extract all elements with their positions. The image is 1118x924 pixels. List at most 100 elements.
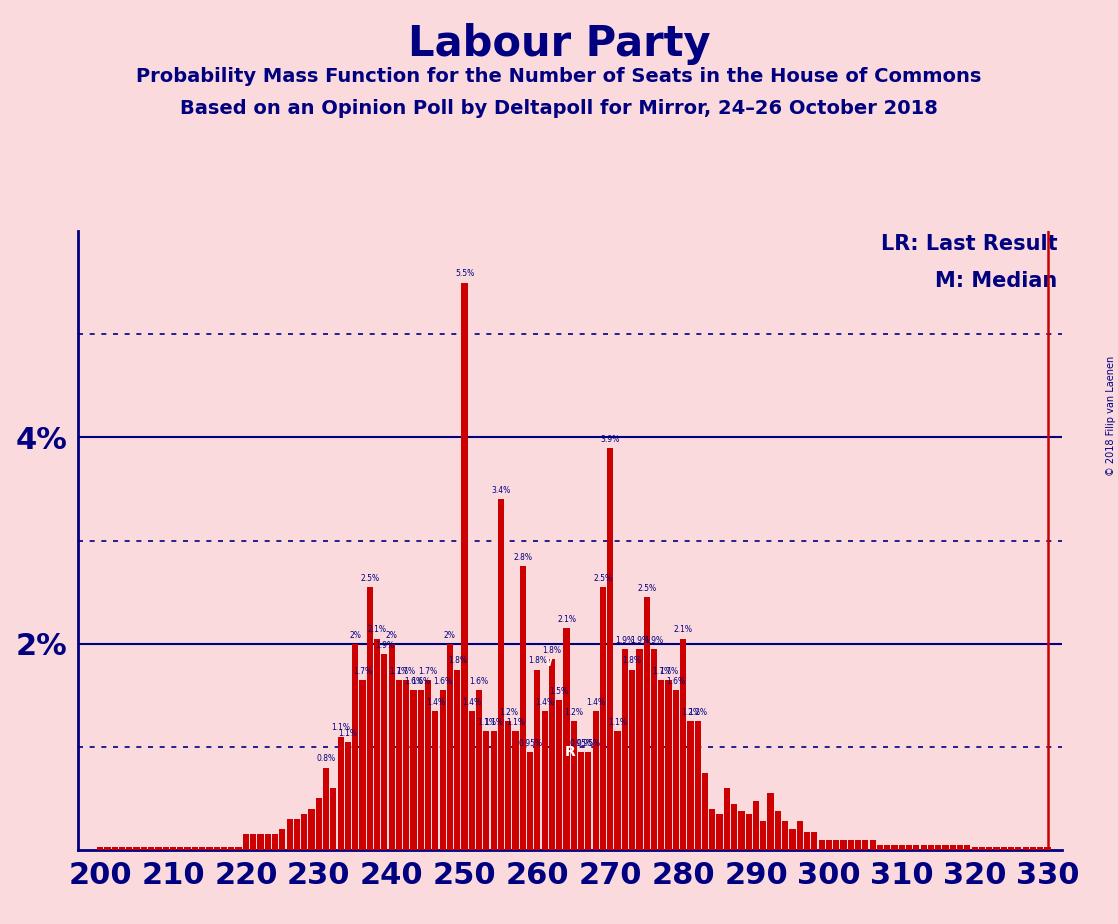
Text: 1.4%: 1.4% (462, 698, 482, 707)
Bar (367, 587, 373, 850)
Bar (972, 847, 978, 850)
Text: R: R (565, 745, 576, 759)
Bar (622, 649, 628, 850)
Bar (1008, 847, 1014, 850)
Bar (192, 847, 198, 850)
Bar (228, 847, 235, 850)
Bar (1044, 847, 1051, 850)
Text: 2.1%: 2.1% (557, 615, 576, 624)
Text: 1.7%: 1.7% (652, 667, 671, 675)
Bar (104, 847, 111, 850)
Bar (651, 649, 657, 850)
Bar (833, 840, 840, 850)
Text: 0.95%: 0.95% (577, 739, 600, 748)
Text: 1.7%: 1.7% (659, 667, 679, 675)
Bar (906, 845, 912, 850)
Bar (418, 690, 424, 850)
Bar (673, 690, 679, 850)
Text: 1.9%: 1.9% (615, 636, 634, 645)
Text: 1.6%: 1.6% (666, 677, 685, 686)
Text: 2.5%: 2.5% (594, 574, 613, 583)
Bar (797, 821, 803, 850)
Bar (410, 690, 417, 850)
Text: 1.7%: 1.7% (389, 667, 408, 675)
Bar (148, 847, 154, 850)
Bar (629, 670, 635, 850)
Bar (586, 752, 591, 850)
Text: 1.2%: 1.2% (689, 708, 708, 717)
Bar (752, 800, 759, 850)
Text: 1.5%: 1.5% (550, 687, 569, 697)
Bar (986, 847, 993, 850)
Bar (913, 845, 919, 850)
Text: Probability Mass Function for the Number of Seats in the House of Commons: Probability Mass Function for the Number… (136, 67, 982, 86)
Bar (717, 814, 722, 850)
Text: 1.6%: 1.6% (470, 677, 489, 686)
Text: 0.95%: 0.95% (569, 739, 594, 748)
Bar (433, 711, 438, 850)
Text: 1.9%: 1.9% (629, 636, 648, 645)
Bar (789, 830, 796, 850)
Text: 1.6%: 1.6% (404, 677, 423, 686)
Bar (323, 768, 329, 850)
Text: © 2018 Filip van Laenen: © 2018 Filip van Laenen (1106, 356, 1116, 476)
Bar (847, 840, 854, 850)
Text: 1.4%: 1.4% (426, 698, 445, 707)
Bar (563, 628, 570, 850)
Bar (177, 847, 183, 850)
Text: 1.6%: 1.6% (433, 677, 452, 686)
Bar (738, 811, 745, 850)
Bar (520, 566, 525, 850)
Bar (505, 721, 511, 850)
Bar (694, 721, 701, 850)
Bar (294, 819, 300, 850)
Bar (979, 847, 985, 850)
Bar (286, 819, 293, 850)
Bar (338, 736, 343, 850)
Bar (359, 680, 366, 850)
Bar (1015, 847, 1022, 850)
Bar (556, 700, 562, 850)
Text: 1.8%: 1.8% (623, 656, 642, 665)
Text: 1.7%: 1.7% (353, 667, 372, 675)
Bar (920, 845, 927, 850)
Bar (659, 680, 664, 850)
Bar (760, 821, 767, 850)
Bar (221, 847, 227, 850)
Text: 1.8%: 1.8% (542, 646, 561, 655)
Text: 2.1%: 2.1% (368, 626, 387, 635)
Bar (243, 833, 249, 850)
Bar (812, 832, 817, 850)
Bar (688, 721, 693, 850)
Text: Based on an Opinion Poll by Deltapoll for Mirror, 24–26 October 2018: Based on an Opinion Poll by Deltapoll fo… (180, 99, 938, 118)
Text: 1.6%: 1.6% (411, 677, 430, 686)
Bar (964, 845, 970, 850)
Text: 0.8%: 0.8% (316, 754, 335, 763)
Bar (265, 833, 271, 850)
Bar (570, 721, 577, 850)
Bar (199, 847, 206, 850)
Text: 1.1%: 1.1% (506, 718, 525, 727)
Bar (512, 732, 519, 850)
Bar (804, 832, 811, 850)
Bar (352, 644, 358, 850)
Bar (162, 847, 169, 850)
Bar (746, 814, 751, 850)
Bar (301, 814, 307, 850)
Bar (184, 847, 191, 850)
Bar (884, 845, 890, 850)
Bar (97, 847, 103, 850)
Bar (665, 680, 672, 850)
Text: 2%: 2% (444, 630, 456, 639)
Bar (607, 447, 614, 850)
Bar (891, 845, 898, 850)
Bar (133, 847, 140, 850)
Bar (425, 680, 432, 850)
Bar (841, 840, 846, 850)
Bar (709, 808, 716, 850)
Bar (870, 840, 875, 850)
Bar (877, 845, 883, 850)
Text: M: Median: M: Median (935, 272, 1058, 291)
Bar (549, 659, 555, 850)
Text: 3.9%: 3.9% (600, 434, 619, 444)
